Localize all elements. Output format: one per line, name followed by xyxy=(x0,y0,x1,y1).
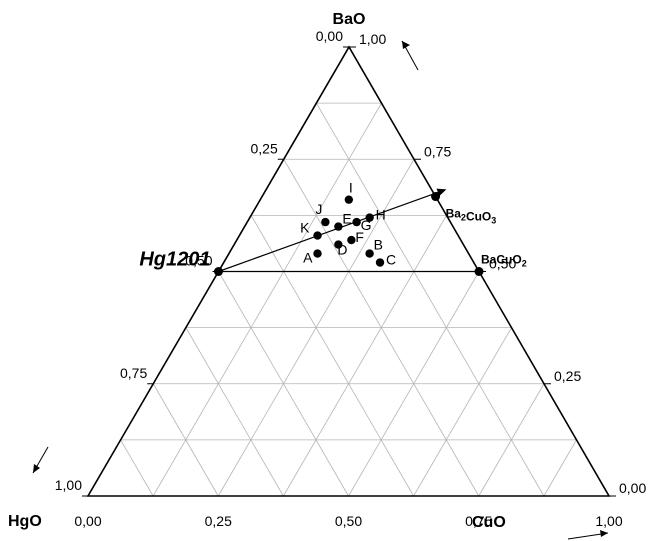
data-point-label: B xyxy=(374,237,383,253)
reference-point-marker xyxy=(431,192,441,202)
bottom-axis-tick-label: 0,00 xyxy=(74,513,101,529)
data-point-marker xyxy=(365,249,374,258)
grid-line xyxy=(120,439,154,497)
vertex-labels: BaO HgO CuO xyxy=(8,11,506,531)
data-point-label: E xyxy=(342,211,351,227)
data-point-label: K xyxy=(300,220,310,236)
reference-point-label: Ba2CuO3 xyxy=(446,207,497,226)
left-axis-tick-label: 0,50 xyxy=(185,253,212,269)
vertex-label-right: CuO xyxy=(472,514,506,531)
left-axis-tick-label: 0,75 xyxy=(120,365,147,381)
reference-point-label: Hg1201 xyxy=(139,249,210,271)
grid-line xyxy=(152,383,219,497)
data-point-marker xyxy=(365,213,374,222)
bottom-axis-tick-label: 0,25 xyxy=(205,513,232,529)
right-axis-tick-label: 1,00 xyxy=(359,31,386,47)
data-point-marker xyxy=(334,222,343,231)
left-axis-tick-label: 1,00 xyxy=(55,477,82,493)
right-axis-tick-label: 0,25 xyxy=(554,368,581,384)
grid-line xyxy=(413,327,512,497)
grid-line xyxy=(283,215,447,497)
reference-point-marker xyxy=(474,267,484,276)
vertex-label-left: HgO xyxy=(8,513,42,530)
data-point-marker xyxy=(375,258,385,267)
right-axis-tick-label: 0,00 xyxy=(619,480,646,496)
grid-line xyxy=(152,102,382,497)
left-axis-tick-label: 0,25 xyxy=(251,140,278,156)
data-point-marker xyxy=(347,235,356,245)
data-point-marker xyxy=(313,249,322,258)
data-point-label: J xyxy=(315,201,322,217)
data-point-marker xyxy=(313,231,322,240)
axis-direction-arrows xyxy=(32,40,609,540)
bottom-axis-tick-label: 0,50 xyxy=(335,513,362,529)
right-axis-tick-label: 0,75 xyxy=(424,143,451,159)
data-point-marker xyxy=(334,240,343,249)
vertex-label-top: BaO xyxy=(333,11,366,28)
data-point-label: G xyxy=(361,217,372,233)
data-point-label: A xyxy=(303,250,313,266)
data-point-label: H xyxy=(376,207,386,223)
bottom-axis-tick-label: 0,75 xyxy=(465,513,492,529)
tick-labels: 0,00 0,25 0,50 0,75 1,00 0,00 0,25 0,50 0,75 1,00… xyxy=(55,28,647,529)
arrowhead-cuo-icon xyxy=(600,530,608,537)
data-point-label: C xyxy=(386,252,396,268)
arrowhead-baO-icon xyxy=(402,41,410,49)
reference-point-label: BaCuO2 xyxy=(481,253,527,269)
data-point-label: I xyxy=(349,180,353,196)
grid-line xyxy=(543,439,577,497)
grid-line xyxy=(185,327,284,497)
reference-points: Hg1201 Ba2CuO3 BaCuO2 xyxy=(139,192,527,276)
data-point-marker xyxy=(344,195,354,204)
data-point-label: D xyxy=(337,242,347,258)
data-point-label: F xyxy=(355,229,364,245)
grid-line xyxy=(218,271,349,497)
data-point-marker xyxy=(352,217,361,227)
data-point-marker xyxy=(321,217,330,227)
grid-line xyxy=(250,215,414,497)
arrowhead-hgo-icon xyxy=(33,464,40,473)
left-axis-tick-label: 0,00 xyxy=(316,28,343,44)
right-axis-tick-label: 0,50 xyxy=(489,256,516,272)
grid-lines xyxy=(120,102,577,497)
grid-line xyxy=(348,271,480,497)
reference-point-marker xyxy=(214,267,223,276)
bottom-axis-tick-label: 1,00 xyxy=(595,513,622,529)
reference-line xyxy=(218,190,443,273)
grid-line xyxy=(316,102,545,497)
grid-line xyxy=(478,383,545,497)
